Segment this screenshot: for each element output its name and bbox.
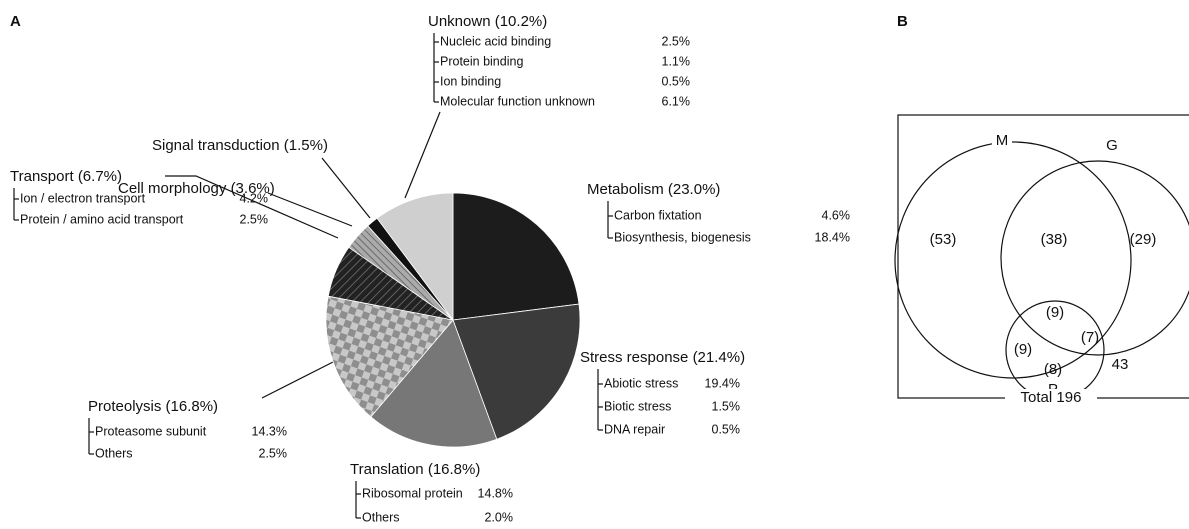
region-count: (8) (1044, 361, 1062, 378)
sub-value: 1.5% (712, 399, 741, 413)
sub-label: DNA repair (604, 422, 665, 436)
category-name: Transport (10, 168, 74, 185)
pie-slice (370, 319, 498, 448)
category-value: (6.7%) (78, 168, 122, 185)
leader-lines (165, 111, 441, 399)
sub-value: 4.2% (240, 191, 269, 205)
set-label: M (996, 132, 1009, 149)
sub-value: 0.5% (712, 422, 741, 436)
sub-label: Abiotic stress (604, 376, 678, 390)
category-name: Metabolism (587, 181, 664, 198)
category-name: Stress response (580, 349, 688, 366)
sub-label: Ion binding (440, 74, 501, 88)
pie-slice (452, 192, 580, 321)
pie-slice (325, 295, 454, 418)
venn-circle (894, 141, 1132, 379)
sub-value: 2.5% (259, 446, 288, 460)
sub-label: Biosynthesis, biogenesis (614, 230, 751, 244)
leader-line (267, 192, 353, 227)
region-count: (38) (1041, 231, 1068, 248)
sub-value: 1.1% (662, 54, 691, 68)
leader-line (261, 361, 334, 399)
sub-label: Ribosomal protein (362, 486, 463, 500)
category-name: Cell morphology (118, 180, 227, 197)
sub-value: 14.3% (252, 424, 287, 438)
category-label: Signal transduction (1.5%) (152, 137, 328, 154)
region-count: (9) (1014, 341, 1032, 358)
sub-value: 4.6% (822, 208, 851, 222)
outside-count: 43 (1112, 356, 1129, 373)
sub-value: 0.5% (662, 74, 691, 88)
category-name: Proteolysis (88, 398, 161, 415)
leader-line (165, 175, 339, 239)
label-bg (1005, 389, 1097, 407)
category-label: Unknown (10.2%) (428, 13, 547, 30)
category-label: Stress response (21.4%) (580, 349, 745, 366)
sub-label: Protein binding (440, 54, 523, 68)
sub-value: 2.5% (240, 212, 269, 226)
panel-label: A (10, 13, 21, 30)
category-value: (10.2%) (495, 13, 548, 30)
category-value: (3.6%) (231, 180, 275, 197)
category-value: (16.8%) (166, 398, 219, 415)
category-label: Metabolism (23.0%) (587, 181, 720, 198)
sub-label: Biotic stress (604, 399, 671, 413)
category-value: (16.8%) (428, 461, 481, 478)
sub-label: Others (95, 446, 133, 460)
sub-value: 19.4% (705, 376, 740, 390)
sub-label: Protein / amino acid transport (20, 212, 184, 226)
sub-label: Ion / electron transport (20, 191, 146, 205)
sub-value: 18.4% (815, 230, 850, 244)
category-value: (21.4%) (693, 349, 746, 366)
category-label: Transport (6.7%) (10, 168, 122, 185)
sub-label: Molecular function unknown (440, 94, 595, 108)
sub-label: Proteasome subunit (95, 424, 207, 438)
label-bg (992, 132, 1012, 150)
region-count: (53) (930, 231, 957, 248)
region-count: (9) (1046, 304, 1064, 321)
total-label: Total 196 (1021, 389, 1082, 406)
category-name: Unknown (428, 13, 491, 30)
category-label: Cell morphology (3.6%) (118, 180, 275, 197)
venn-circle (1000, 160, 1189, 356)
leader-line (404, 111, 441, 199)
label-bg (1102, 137, 1122, 155)
sub-label: Carbon fixtation (614, 208, 702, 222)
leader-line (321, 157, 371, 219)
region-count: (29) (1130, 231, 1157, 248)
sub-value: 2.0% (485, 510, 514, 524)
category-value: (23.0%) (668, 181, 721, 198)
panel-label: B (897, 13, 908, 30)
sub-label: Nucleic acid binding (440, 34, 551, 48)
category-name: Signal transduction (152, 137, 280, 154)
pie-slice (376, 192, 454, 322)
category-value: (1.5%) (284, 137, 328, 154)
category-label: Translation (16.8%) (350, 461, 480, 478)
sub-value: 14.8% (478, 486, 513, 500)
set-label: G (1106, 137, 1118, 154)
category-label: Proteolysis (16.8%) (88, 398, 218, 415)
venn-frame (897, 114, 1189, 399)
region-count: (7) (1081, 329, 1099, 346)
category-name: Translation (350, 461, 424, 478)
sub-label: Others (362, 510, 400, 524)
sub-value: 2.5% (662, 34, 691, 48)
sub-value: 6.1% (662, 94, 691, 108)
